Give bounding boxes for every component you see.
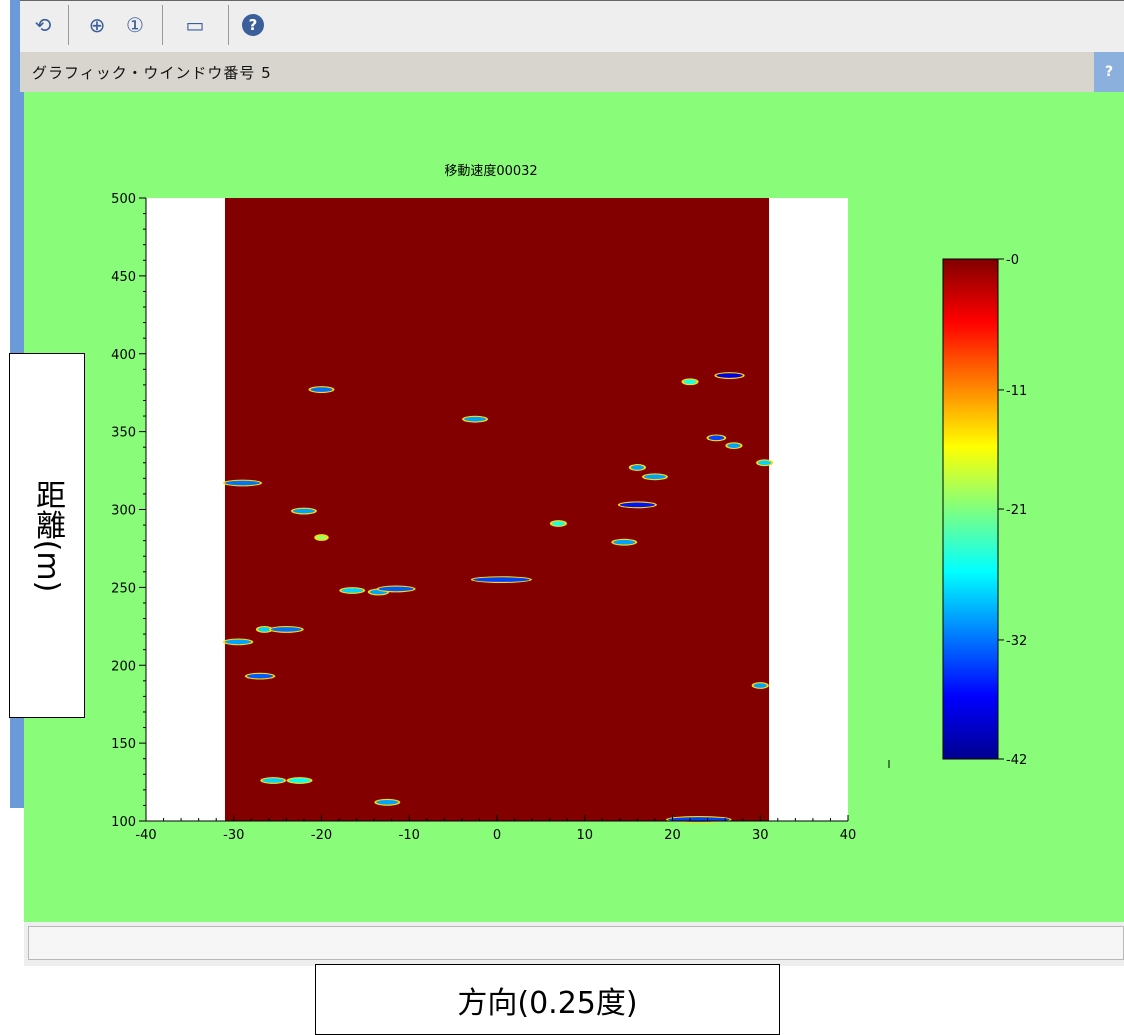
x-tick-label: 0 <box>493 828 501 843</box>
heatmap-cell <box>376 800 399 805</box>
x-tick-label: 40 <box>840 828 857 843</box>
toolbar-separator <box>68 5 69 45</box>
heatmap-cell <box>464 416 487 422</box>
y-tick-label: 300 <box>111 504 136 519</box>
plot-area <box>146 198 848 823</box>
help-icon[interactable]: ? <box>236 7 270 43</box>
heatmap-cell <box>472 577 530 582</box>
zoom-reset-icon[interactable]: ① <box>126 13 144 37</box>
heatmap-cell <box>224 480 261 486</box>
heatmap-cell <box>551 521 566 526</box>
y-tick-label: 400 <box>111 348 136 363</box>
heatmap-cell <box>224 639 252 645</box>
toolbar-separator <box>228 5 229 45</box>
x-tick-label: -30 <box>223 828 244 843</box>
colorbar-tick-label: -32 <box>1006 634 1027 649</box>
x-tick-label: -10 <box>399 828 420 843</box>
heatmap-cell <box>613 539 636 545</box>
colorbar-tick-label: -11 <box>1006 384 1027 399</box>
heatmap-cell <box>378 586 414 592</box>
x-tick-label: 20 <box>664 828 681 843</box>
help-glyph: ? <box>242 14 264 36</box>
colorbar: -0 -11 -21 -32 -42 <box>942 253 1027 768</box>
heatmap-cell <box>310 387 333 392</box>
graphic-window-titlebar: グラフィック・ウインドウ番号 5 ? <box>20 52 1124 92</box>
x-axis-label: 方向(0.25度) <box>457 985 638 1021</box>
y-tick-label: 100 <box>111 815 136 830</box>
heatmap-cell <box>257 627 272 632</box>
heatmap-cell <box>727 443 741 448</box>
heatmap-cell <box>716 373 743 378</box>
heatmap-cell <box>262 778 285 783</box>
status-bar <box>24 922 1124 966</box>
y-axis-label-box: 距離(m) <box>9 353 85 718</box>
x-tick-label: 10 <box>576 828 593 843</box>
x-tick-label: -20 <box>311 828 332 843</box>
x-axis-label-box: 方向(0.25度) <box>315 964 780 1035</box>
x-tick-label: 30 <box>752 828 769 843</box>
x-axis: -40 -30 -20 -10 0 10 20 30 40 <box>135 815 856 843</box>
heatmap-cell <box>643 474 666 480</box>
zoom-in-icon[interactable]: ⊕ <box>88 13 106 37</box>
colorbar-tick-label: -42 <box>1006 753 1027 768</box>
heatmap-cell <box>288 778 311 783</box>
datatip-icon[interactable]: ▭ <box>185 13 205 37</box>
heatmap-cell <box>246 673 274 679</box>
colorbar-tick-label: -21 <box>1006 503 1027 518</box>
heatmap-cell <box>316 535 327 540</box>
help-button[interactable]: ? <box>1094 52 1124 92</box>
heatmap-cell <box>271 627 302 632</box>
heatmap-cell <box>341 588 364 593</box>
y-tick-label: 350 <box>111 426 136 441</box>
rotate-icon[interactable]: ⟲ <box>34 13 52 37</box>
y-tick-label: 150 <box>111 737 136 752</box>
heatmap-cell <box>630 465 644 470</box>
y-axis-label: 距離(m) <box>30 479 65 592</box>
y-tick-label: 250 <box>111 581 136 596</box>
heatmap-cell <box>708 435 725 441</box>
toolbar-separator <box>162 5 163 45</box>
x-tick-label: -40 <box>135 828 156 843</box>
chart-title: 移動速度00032 <box>444 163 537 179</box>
colorbar-gradient <box>942 258 999 760</box>
status-message-box <box>28 926 1124 960</box>
y-axis: 100 150 200 250 300 350 400 450 500 <box>111 192 147 830</box>
y-tick-label: 500 <box>111 192 136 207</box>
colorbar-tick-label: -0 <box>1006 253 1019 268</box>
heatmap-cell <box>683 379 697 385</box>
heatmap-field <box>224 198 770 821</box>
y-tick-label: 450 <box>111 270 136 285</box>
heatmap-cell <box>292 508 315 514</box>
heatmap-cell <box>753 683 767 688</box>
y-tick-label: 200 <box>111 659 136 674</box>
window-title: グラフィック・ウインドウ番号 5 <box>32 64 272 82</box>
heatmap-cell <box>619 502 655 508</box>
heatmap-cell <box>758 460 772 466</box>
toolbar: ⟲ ⊕ ① ▭ ? <box>20 0 1124 52</box>
